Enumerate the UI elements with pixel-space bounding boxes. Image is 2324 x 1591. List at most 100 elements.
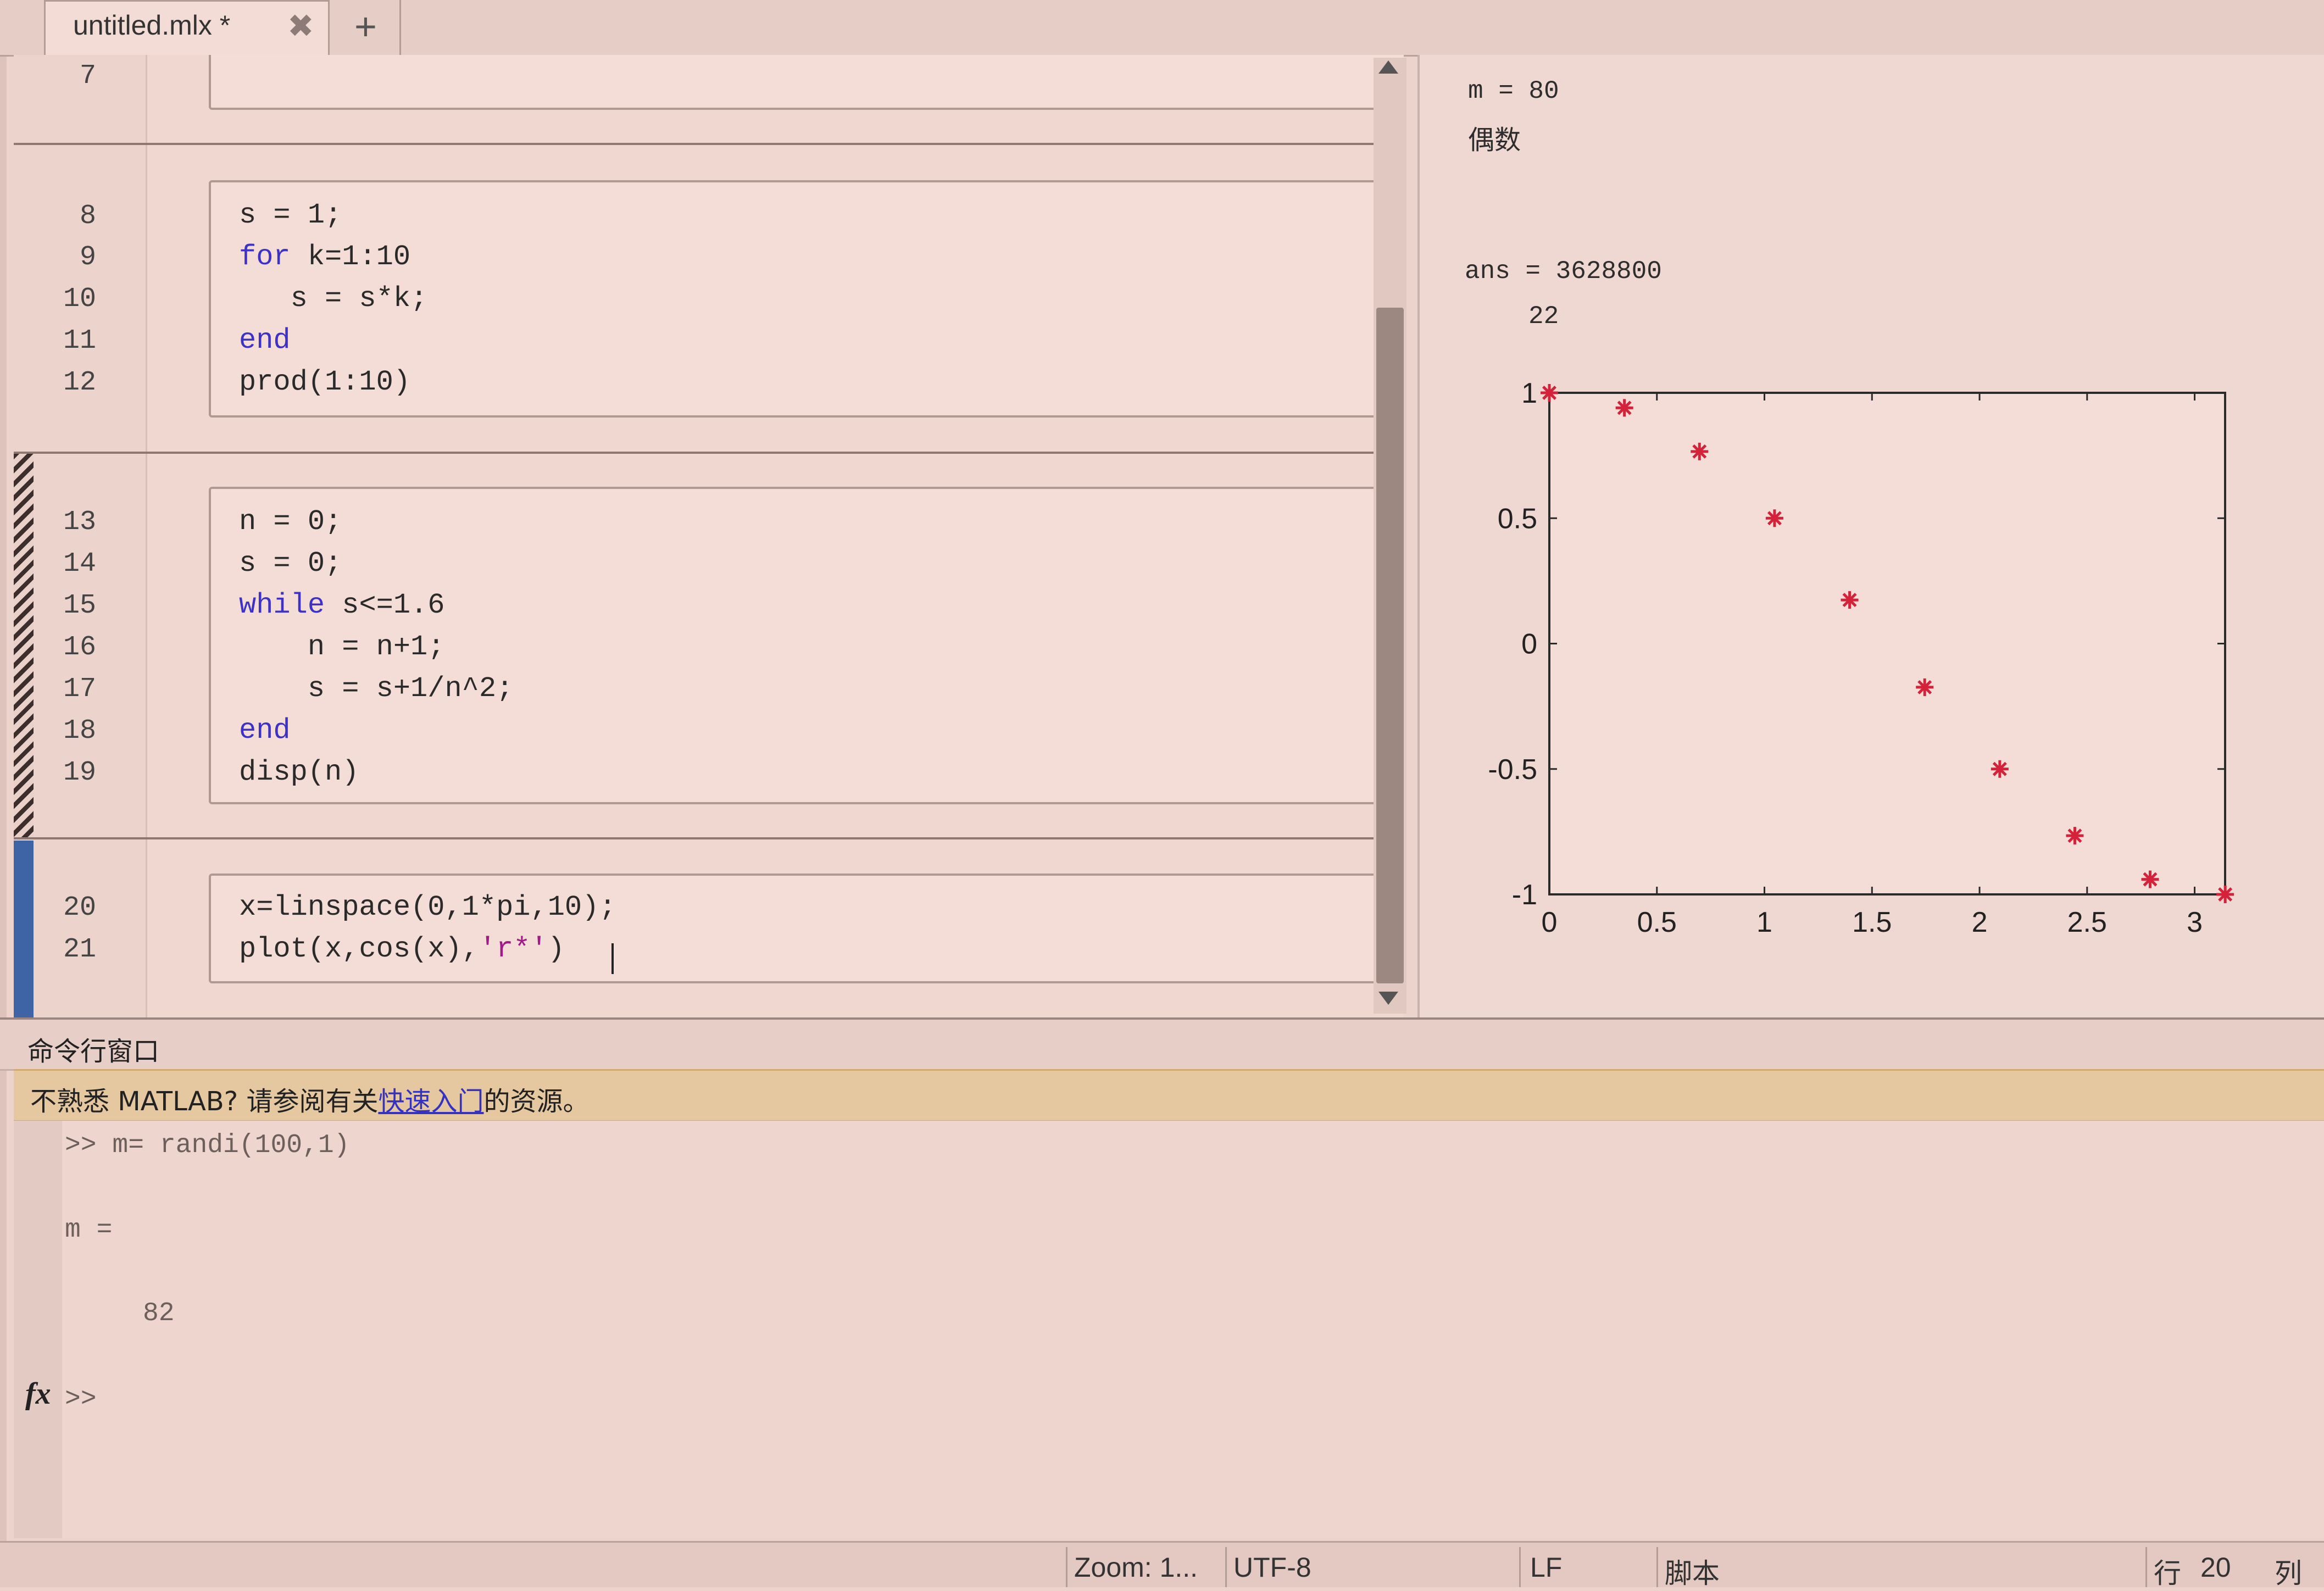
x-tick-label: 3 <box>2187 906 2203 938</box>
output-parity: 偶数 <box>1468 125 1521 155</box>
marker-stroke <box>2067 828 2082 843</box>
command-output-label: m = <box>65 1215 113 1245</box>
y-tick-label: 0.5 <box>1498 503 1537 535</box>
banner-message: 不熟悉 MATLAB? 请参阅有关快速入门的资源。 <box>30 1080 589 1118</box>
code-text: plot(x,cos(x), <box>239 933 479 965</box>
data-point-marker <box>1916 678 1934 696</box>
add-tab-button[interactable]: + <box>332 0 401 55</box>
marker-stroke <box>1767 511 1782 526</box>
y-tick-label: 0 <box>1521 628 1537 660</box>
marker-stroke <box>1542 386 1556 400</box>
command-prompt[interactable]: >> <box>65 1384 97 1414</box>
y-tick-label: -0.5 <box>1488 754 1537 786</box>
running-section-indicator <box>14 453 34 838</box>
section-break <box>14 452 1376 454</box>
function-browser-icon[interactable]: fx <box>25 1377 51 1411</box>
line-number: 15 <box>63 590 96 621</box>
command-window-gutter <box>14 1121 62 1538</box>
data-point-marker <box>2141 870 2159 888</box>
line-number: 21 <box>63 934 96 965</box>
document-tab-bar: untitled.mlx * ✖ + <box>0 0 2324 57</box>
code-line[interactable]: for k=1:10 <box>239 241 410 273</box>
scrollbar-thumb[interactable] <box>1376 308 1404 983</box>
x-tick-label: 1 <box>1756 906 1772 938</box>
scroll-down-arrow-icon[interactable] <box>1378 992 1398 1005</box>
marker-stroke <box>2218 887 2233 902</box>
close-icon[interactable]: ✖ <box>287 8 314 44</box>
window-edge <box>0 55 7 1541</box>
getting-started-link[interactable]: 快速入门 <box>378 1086 484 1117</box>
line-number: 19 <box>63 757 96 788</box>
text-caret <box>611 943 614 974</box>
data-point-marker <box>1841 591 1859 609</box>
live-editor[interactable]: 7 8 9 10 11 12 13 14 15 16 17 18 19 20 2… <box>14 55 1404 1017</box>
code-line[interactable]: end <box>239 714 291 747</box>
command-history-line: >> m= randi(100,1) <box>65 1131 350 1160</box>
row-label: 行 <box>2154 1557 2181 1589</box>
code-line[interactable]: disp(n) <box>239 756 359 788</box>
marker-stroke <box>1617 400 1632 415</box>
status-divider <box>2145 1547 2147 1587</box>
code-line[interactable]: x=linspace(0,1*pi,10); <box>239 891 616 924</box>
line-number: 18 <box>63 715 96 747</box>
code-line[interactable]: s = s*k; <box>239 282 428 315</box>
getting-started-banner: 不熟悉 MATLAB? 请参阅有关快速入门的资源。 <box>14 1069 2324 1122</box>
code-text: s<=1.6 <box>325 589 445 621</box>
status-divider <box>1519 1547 1521 1587</box>
line-number: 16 <box>63 632 96 663</box>
line-number: 17 <box>63 674 96 705</box>
code-line[interactable]: prod(1:10) <box>239 366 411 398</box>
code-block-line7[interactable] <box>209 55 1404 110</box>
code-line[interactable]: s = s+1/n^2; <box>239 672 514 705</box>
output-ans: ans = 3628800 <box>1465 257 1662 286</box>
line-number: 8 <box>79 201 96 232</box>
code-line[interactable]: while s<=1.6 <box>239 589 444 621</box>
data-point-marker <box>1615 399 1633 417</box>
code-block-plot[interactable] <box>209 874 1404 983</box>
encoding[interactable]: UTF-8 <box>1233 1552 1311 1583</box>
code-line[interactable]: s = 1; <box>239 199 342 231</box>
plot-figure[interactable]: 0 0.5 1 1.5 2 2.5 3 1 0.5 0 -0.5 -1 <box>1450 363 2308 967</box>
plot-axes-box <box>1548 392 2226 895</box>
code-line[interactable]: end <box>239 324 291 357</box>
x-tick-label: 2 <box>1972 906 1988 938</box>
code-text: k=1:10 <box>290 241 411 273</box>
code-line[interactable]: n = n+1; <box>239 631 445 663</box>
code-text: ) <box>547 933 565 965</box>
marker-stroke <box>1992 761 2007 776</box>
y-tick-label: 1 <box>1521 377 1537 409</box>
data-point-marker <box>1691 442 1709 460</box>
keyword: while <box>239 589 325 621</box>
marker-stroke <box>1842 593 1857 608</box>
line-number: 12 <box>63 367 96 398</box>
output-n: 22 <box>1528 302 1559 331</box>
x-tick-label: 0.5 <box>1637 906 1677 938</box>
x-tick-label: 0 <box>1542 906 1558 938</box>
section-break <box>14 143 1376 145</box>
scroll-up-arrow-icon[interactable] <box>1378 60 1398 74</box>
banner-text-pre: 不熟悉 MATLAB? 请参阅有关 <box>30 1086 379 1117</box>
status-bar: Zoom: 1... UTF-8 LF 脚本 行 20 列 <box>0 1541 2324 1589</box>
section-break <box>14 837 1376 839</box>
tab-untitled-mlx[interactable]: untitled.mlx * ✖ <box>44 0 330 55</box>
code-block-while-loop[interactable] <box>209 487 1404 804</box>
line-number: 7 <box>79 60 96 92</box>
data-point-marker <box>1765 509 1783 527</box>
string-literal: 'r*' <box>479 933 548 965</box>
banner-text-post: 的资源。 <box>483 1086 590 1117</box>
tab-label: untitled.mlx * <box>73 10 231 41</box>
line-ending[interactable]: LF <box>1530 1552 1563 1583</box>
zoom-level[interactable]: Zoom: 1... <box>1074 1552 1198 1583</box>
code-line[interactable]: s = 0; <box>239 547 342 580</box>
status-divider <box>1656 1547 1658 1587</box>
code-line[interactable]: plot(x,cos(x),'r*') <box>239 933 565 965</box>
marker-stroke <box>1692 444 1707 459</box>
code-block-factorial[interactable] <box>209 180 1404 418</box>
status-divider <box>1225 1547 1227 1587</box>
command-window[interactable] <box>14 1121 2324 1538</box>
code-line[interactable]: n = 0; <box>239 505 342 538</box>
line-number: 9 <box>79 242 96 273</box>
keyword: for <box>239 241 291 273</box>
line-number: 14 <box>63 548 96 580</box>
data-point-marker <box>2216 886 2234 903</box>
